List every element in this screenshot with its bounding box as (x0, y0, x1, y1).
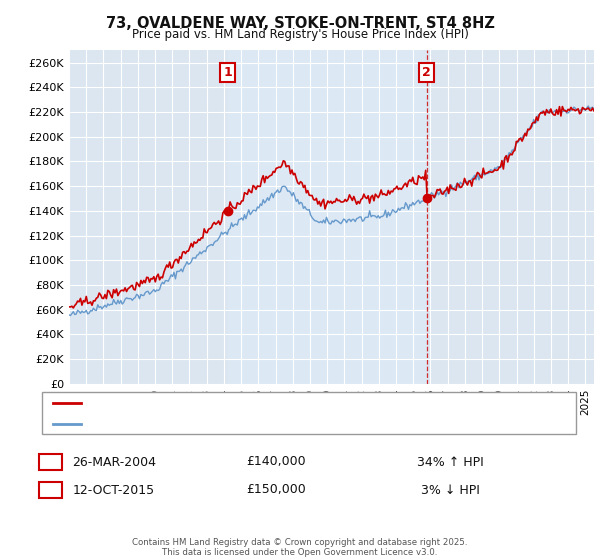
Text: 1: 1 (224, 66, 232, 79)
Text: 73, OVALDENE WAY, STOKE-ON-TRENT, ST4 8HZ: 73, OVALDENE WAY, STOKE-ON-TRENT, ST4 8H… (106, 16, 494, 31)
Text: 12-OCT-2015: 12-OCT-2015 (73, 483, 155, 497)
Text: 3% ↓ HPI: 3% ↓ HPI (421, 483, 479, 497)
Text: £140,000: £140,000 (246, 455, 306, 469)
Text: £150,000: £150,000 (246, 483, 306, 497)
Bar (228, 50, 427, 384)
Text: Price paid vs. HM Land Registry's House Price Index (HPI): Price paid vs. HM Land Registry's House … (131, 28, 469, 41)
Text: HPI: Average price, detached house, Stoke-on-Trent: HPI: Average price, detached house, Stok… (87, 419, 368, 429)
Text: 34% ↑ HPI: 34% ↑ HPI (416, 455, 484, 469)
Text: 1: 1 (46, 455, 55, 469)
Text: 2: 2 (422, 66, 431, 79)
Text: 26-MAR-2004: 26-MAR-2004 (72, 455, 156, 469)
Text: 73, OVALDENE WAY, STOKE-ON-TRENT, ST4 8HZ (detached house): 73, OVALDENE WAY, STOKE-ON-TRENT, ST4 8H… (87, 398, 449, 408)
Text: Contains HM Land Registry data © Crown copyright and database right 2025.
This d: Contains HM Land Registry data © Crown c… (132, 538, 468, 557)
Text: 2: 2 (46, 483, 55, 497)
